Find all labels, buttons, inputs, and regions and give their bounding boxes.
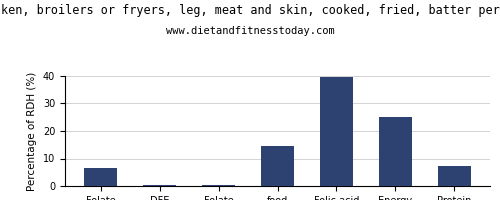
Y-axis label: Percentage of RDH (%): Percentage of RDH (%) xyxy=(28,71,38,191)
Bar xyxy=(84,168,117,186)
Bar xyxy=(320,77,352,186)
Bar xyxy=(202,185,234,186)
Bar xyxy=(438,166,470,186)
Text: www.dietandfitnesstoday.com: www.dietandfitnesstoday.com xyxy=(166,26,334,36)
Text: ken, broilers or fryers, leg, meat and skin, cooked, fried, batter per: ken, broilers or fryers, leg, meat and s… xyxy=(0,4,500,17)
Bar xyxy=(262,146,294,186)
Bar xyxy=(144,185,176,186)
Bar xyxy=(380,117,412,186)
